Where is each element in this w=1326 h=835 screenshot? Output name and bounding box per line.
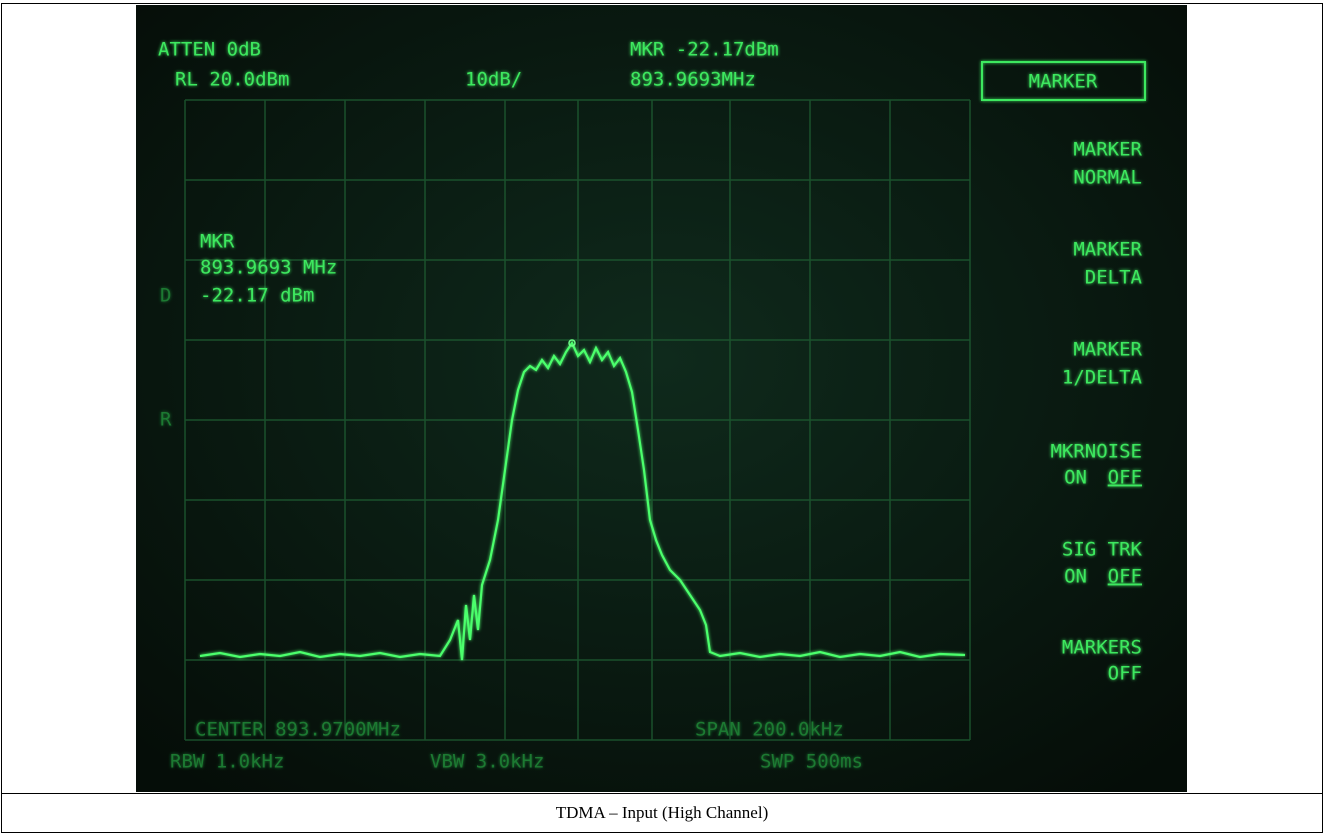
softkey: SIG TRK (1062, 539, 1143, 561)
marker-level: MKR -22.17dBm (630, 39, 779, 61)
side-label: R (160, 409, 172, 431)
softkey: MARKER (1073, 139, 1142, 161)
softkey: OFF (1108, 663, 1142, 685)
side-label: D (160, 285, 171, 307)
softkey: 1/DELTA (1062, 367, 1143, 389)
graticule (184, 99, 971, 741)
vbw: VBW 3.0kHz (430, 751, 544, 773)
softkey: ON (1064, 566, 1087, 588)
softkey: OFF (1108, 566, 1142, 588)
softkey: MARKERS (1062, 637, 1142, 659)
marker-readout: 893.9693 MHz (200, 257, 337, 279)
softkey: ON (1064, 467, 1087, 489)
table-border (1, 3, 1323, 833)
atten: ATTEN 0dB (158, 39, 261, 61)
trace (199, 340, 966, 661)
ref-level: RL 20.0dBm (175, 69, 289, 91)
center-freq: CENTER 893.9700MHz (195, 719, 401, 741)
softkey: MKRNOISE (1050, 441, 1142, 463)
rbw: RBW 1.0kHz (170, 751, 284, 773)
softkey: DELTA (1085, 267, 1143, 289)
softkey-title-box (981, 61, 1146, 101)
softkey: NORMAL (1073, 167, 1142, 189)
sweep: SWP 500ms (760, 751, 863, 773)
span: SPAN 200.0kHz (695, 719, 844, 741)
marker-freq: 893.9693MHz (630, 69, 756, 91)
softkey: OFF (1108, 467, 1142, 489)
softkey: MARKER (1073, 339, 1142, 361)
marker-readout: MKR (200, 231, 235, 253)
scale: 10dB/ (465, 69, 522, 91)
caption: TDMA – Input (High Channel) (556, 803, 768, 822)
softkey: MARKER (1073, 239, 1142, 261)
marker-readout: -22.17 dBm (200, 285, 314, 307)
marker (568, 339, 576, 347)
softkey-title: MARKER (1029, 71, 1098, 93)
screen-photo (136, 5, 1187, 792)
